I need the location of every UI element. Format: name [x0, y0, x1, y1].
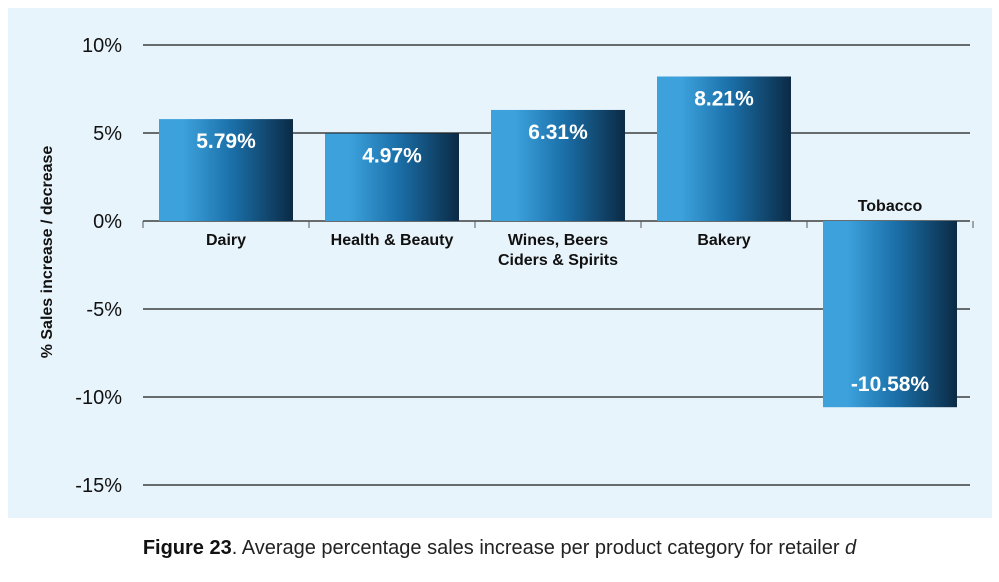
caption-text: . Average percentage sales increase per … [231, 537, 846, 559]
y-tick-label: -5% [86, 299, 122, 321]
bar [159, 119, 293, 221]
caption-retailer-variable: d [845, 537, 857, 559]
bar [823, 221, 957, 408]
caption-figure-number: Figure 23 [142, 537, 232, 559]
bar-value-label: 6.31% [528, 121, 588, 144]
category-label: Dairy [206, 232, 246, 249]
y-tick-label: 10% [82, 35, 122, 57]
category-label: Bakery [697, 232, 750, 249]
category-label: Health & Beauty [331, 232, 454, 249]
category-label: Wines, Beers Ciders & Spirits [498, 232, 618, 269]
bar-value-label: 5.79% [196, 130, 256, 153]
y-tick-label: 5% [93, 123, 122, 145]
bars [159, 76, 957, 408]
bar [491, 109, 625, 221]
bar-value-label: -10.58% [851, 373, 930, 396]
bar-value-label: 4.97% [362, 145, 422, 168]
y-axis-title: % Sales increase / decrease [39, 146, 56, 359]
bar [657, 76, 791, 221]
figure-caption: Figure 23. Average percentage sales incr… [0, 537, 999, 560]
category-label: Tobacco [858, 198, 923, 215]
y-tick-label: -10% [75, 387, 122, 409]
bar-value-label: 8.21% [694, 88, 754, 111]
y-tick-label: -15% [75, 475, 122, 497]
bar [325, 133, 459, 221]
y-tick-label: 0% [93, 211, 122, 233]
labels: 10% 5% 0% -5% -10% -15% 5.79% Dairy 4.97% Health … [75, 35, 929, 497]
